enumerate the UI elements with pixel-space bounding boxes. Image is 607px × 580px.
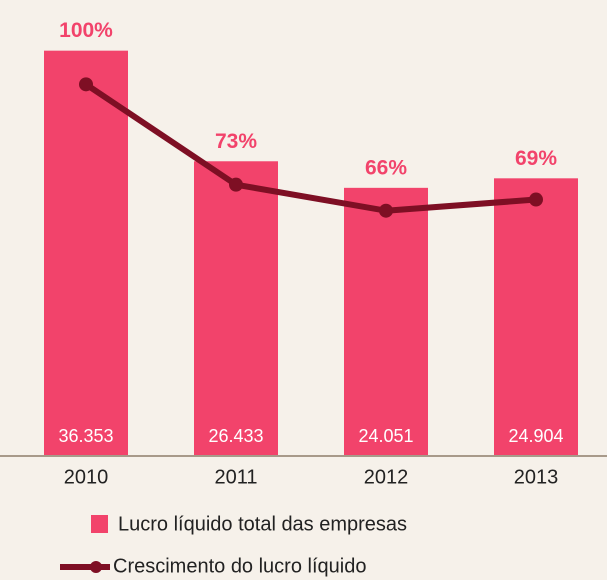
line-marker (229, 177, 243, 192)
bar-value-label: 26.433 (208, 426, 263, 446)
legend-swatch (91, 515, 108, 533)
line-marker (379, 203, 393, 218)
bar (344, 187, 428, 456)
bar-value-label: 36.353 (58, 426, 113, 446)
legend-label: Crescimento do lucro líquido (113, 555, 366, 577)
line-marker (79, 77, 93, 92)
bar (44, 50, 128, 456)
line-value-label: 100% (59, 19, 113, 42)
line-value-label: 66% (365, 156, 407, 179)
x-tick-label: 2011 (214, 466, 257, 488)
bar (194, 161, 278, 457)
line (84, 81, 537, 214)
line-value-label: 73% (215, 130, 257, 153)
x-tick-label: 2013 (514, 466, 559, 488)
bar-value-label: 24.051 (358, 426, 413, 446)
bar-value-label: 24.904 (508, 426, 563, 446)
line-marker (529, 192, 543, 207)
legend-marker (90, 561, 102, 573)
bar (494, 178, 578, 456)
legend-label: Lucro líquido total das empresas (118, 513, 407, 535)
line-value-label: 69% (515, 147, 557, 170)
x-tick-label: 2012 (364, 466, 409, 488)
x-tick-label: 2010 (64, 466, 109, 488)
